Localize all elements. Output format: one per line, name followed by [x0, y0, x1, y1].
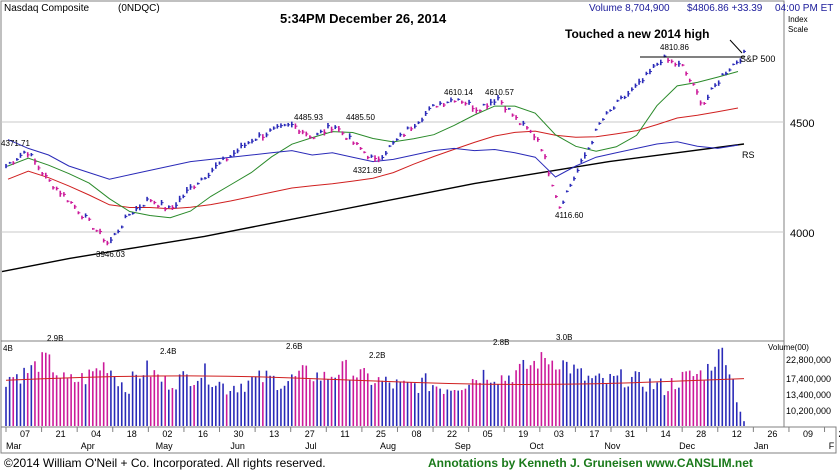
symbol-name: Nasdaq Composite	[4, 3, 89, 14]
price-label: 4610.57	[485, 88, 514, 97]
price-label: 3946.03	[96, 250, 125, 259]
x-axis-strip	[0, 426, 837, 454]
x-month-label: F	[829, 441, 835, 451]
x-month-label: Dec	[679, 441, 696, 451]
volume-bars	[5, 347, 745, 426]
x-month-label: Oct	[530, 441, 545, 451]
ma200-line	[7, 107, 739, 210]
annotation-arrow	[729, 39, 743, 54]
x-day-label: 31	[625, 429, 635, 439]
volume-axis-title: Volume(00)	[768, 343, 809, 352]
footer-annotations: Annotations by Kenneth J. Gruneisen www.…	[428, 456, 753, 470]
scale-label-1: Index	[788, 15, 808, 24]
x-day-label: 14	[661, 429, 671, 439]
time-readout: 04:00 PM ET	[775, 3, 833, 14]
price-label: 4810.86	[660, 43, 689, 52]
x-day-label: 19	[518, 429, 528, 439]
volume-peak-label: 2.2B	[369, 351, 385, 360]
price-axis-label-4500: 4500	[790, 118, 814, 130]
x-day-label: 21	[56, 429, 66, 439]
price-axis-label-4000: 4000	[790, 228, 814, 240]
x-day-label: 27	[305, 429, 315, 439]
volume-peak-label: 2.8B	[493, 338, 509, 347]
volume-average-line	[5, 375, 745, 386]
annotation-text: Touched a new 2014 high	[565, 27, 709, 41]
price-readout: $4806.86 +33.39	[687, 3, 763, 14]
x-day-label: 09	[803, 429, 813, 439]
x-day-label: 03	[554, 429, 564, 439]
volume-peak-label: 2.9B	[47, 334, 63, 343]
x-day-label: 07	[20, 429, 30, 439]
price-label: 4371.71	[1, 139, 30, 148]
x-day-label: 25	[376, 429, 386, 439]
price-label: 4610.14	[444, 88, 473, 97]
x-day-label: 16	[198, 429, 208, 439]
rs-line	[7, 139, 739, 180]
x-month-label: Aug	[380, 441, 396, 451]
price-label: 4321.89	[353, 166, 382, 175]
symbol-code: (0NDQC)	[118, 3, 160, 14]
price-label: 4116.60	[555, 211, 584, 220]
volume-axis-label-1: 22,800,000	[786, 355, 831, 365]
price-bars	[5, 49, 746, 246]
x-day-label: 08	[411, 429, 421, 439]
x-month-label: Mar	[6, 441, 22, 451]
x-day-label: 22	[447, 429, 457, 439]
grid	[1, 121, 784, 233]
x-month-label: Sep	[455, 441, 471, 451]
x-day-label: 26	[767, 429, 777, 439]
x-axis: 07 21 04 18 02 16 30 13 27 11 25 08 22 05 19 03 17 31 14 28…	[5, 427, 840, 451]
x-month-label: Jun	[230, 441, 245, 451]
x-day-label: 04	[91, 429, 101, 439]
x-day-label: 17	[589, 429, 599, 439]
x-month-label: Nov	[604, 441, 621, 451]
volume-axis-label-3: 13,400,000	[786, 390, 831, 400]
x-month-label: Jan	[754, 441, 769, 451]
volume-peak-label: 3.0B	[556, 333, 572, 342]
x-day-label: 11	[340, 429, 349, 439]
volume-axis-label-2: 17,400,000	[786, 374, 831, 384]
x-day-label: 28	[696, 429, 706, 439]
volume-readout: Volume 8,704,900	[589, 3, 670, 14]
volume-peak-label: 2.6B	[286, 342, 302, 351]
chart-title: 5:34PM December 26, 2014	[280, 11, 447, 26]
volume-peak-label: 2.4B	[160, 347, 176, 356]
x-month-label: Apr	[81, 441, 95, 451]
x-day-label: 30	[234, 429, 244, 439]
x-day-label: 02	[162, 429, 172, 439]
x-day-label: 13	[269, 429, 279, 439]
legend-rs: RS	[742, 150, 755, 160]
x-day-label: 23	[839, 429, 840, 439]
ma50-line	[7, 71, 739, 219]
x-month-label: Jul	[305, 441, 317, 451]
scale-label-2: Scale	[788, 25, 809, 34]
x-day-label: 12	[732, 429, 742, 439]
price-panel	[0, 0, 785, 342]
price-label: 4485.93	[294, 113, 323, 122]
volume-peak-label: 4B	[3, 344, 13, 353]
footer-copyright: ©2014 William O'Neil + Co. Incorporated.…	[4, 456, 326, 470]
x-day-label: 18	[127, 429, 137, 439]
x-month-label: May	[156, 441, 174, 451]
x-day-label: 05	[483, 429, 493, 439]
legend-sp500: S&P 500	[740, 54, 775, 64]
price-label: 4485.50	[346, 113, 375, 122]
volume-axis-label-4: 10,200,000	[786, 406, 831, 416]
longterm-trendline	[1, 143, 745, 273]
